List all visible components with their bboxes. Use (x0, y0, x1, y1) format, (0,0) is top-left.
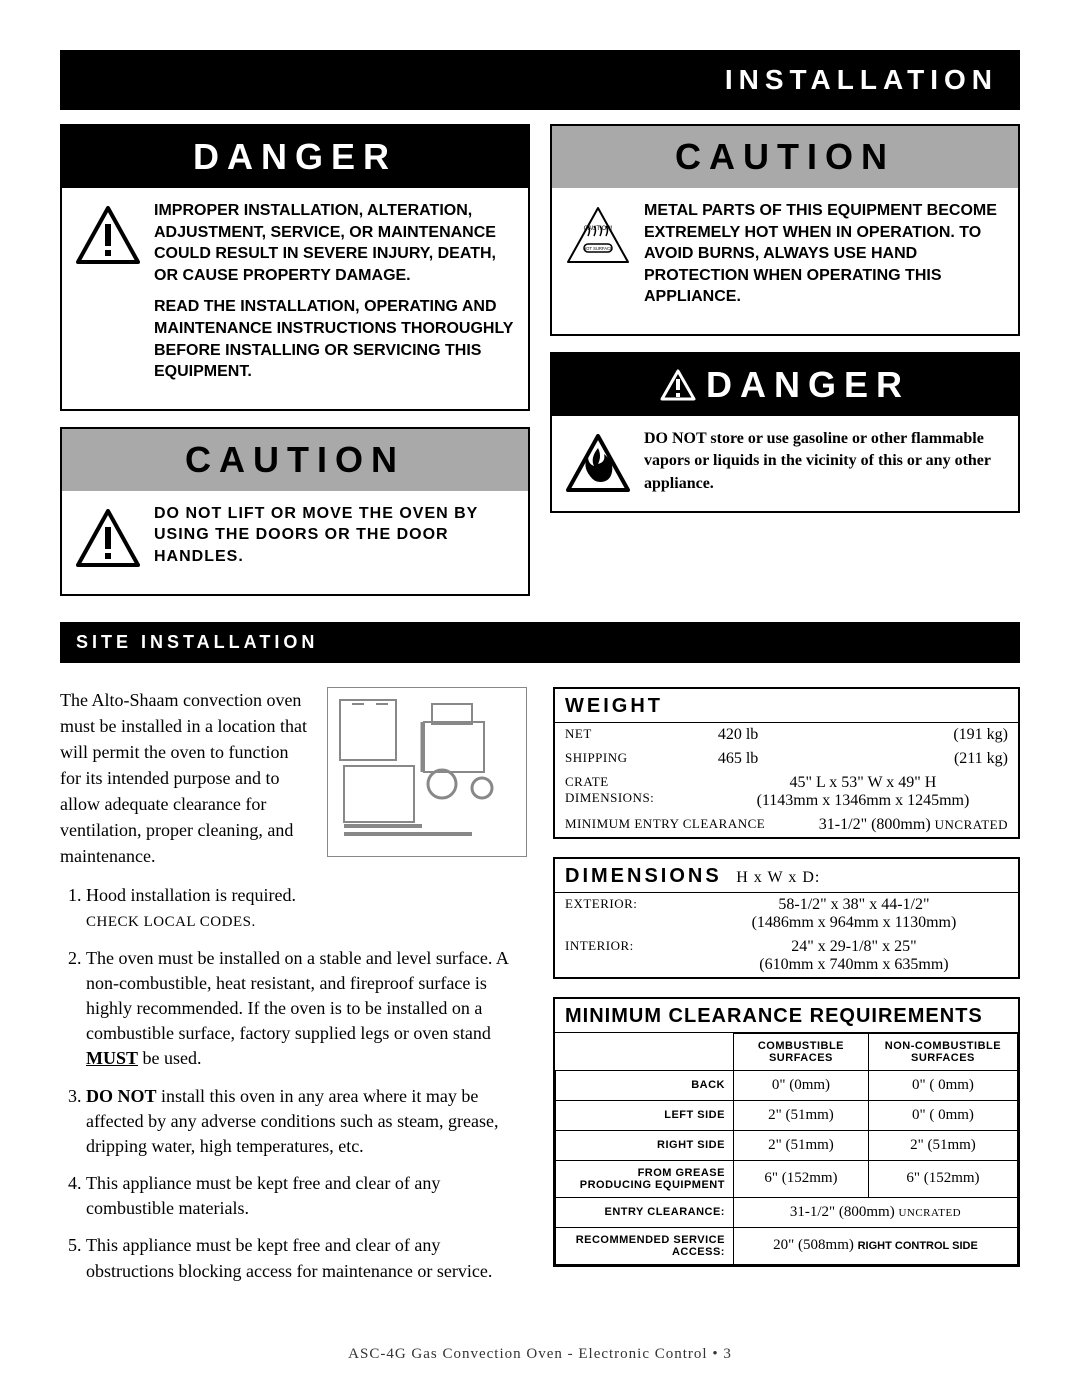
weight-crate-label2: DIMENSIONS: (565, 790, 654, 805)
install-item-2: The oven must be installed on a stable a… (86, 946, 527, 1072)
caution-1-text: DO NOT LIFT OR MOVE THE OVEN BY USING TH… (154, 503, 514, 578)
page-footer: ASC-4G Gas Convection Oven - Electronic … (60, 1346, 1020, 1363)
install-item-4: This appliance must be kept free and cle… (86, 1171, 527, 1221)
caution-box-2: CAUTION CAUTION! HOT SURFACE METAL PARTS… (550, 124, 1020, 336)
danger-2-text: DO NOT store or use gasoline or other fl… (644, 428, 1004, 495)
hot-surface-icon: CAUTION! HOT SURFACE (566, 200, 630, 264)
install-item-2-a: The oven must be installed on a stable a… (86, 948, 508, 1044)
caution-2-text: METAL PARTS OF THIS EQUIPMENT BECOME EXT… (644, 200, 1004, 318)
cl-grease-c: 6" (152mm) (733, 1160, 868, 1197)
danger-2-title-text: DANGER (706, 364, 910, 406)
warnings-row: DANGER IMPROPER INSTALLATION, ALTERATION… (60, 124, 1020, 612)
cl-back-n: 0" ( 0mm) (868, 1070, 1017, 1100)
flame-icon (566, 428, 630, 492)
weight-crate-label1: CRATE (565, 774, 609, 789)
dimensions-box: DIMENSIONS H x W x D: EXTERIOR: 58-1/2" … (553, 857, 1020, 979)
cl-service-label: RECOMMENDED SERVICE ACCESS: (556, 1227, 734, 1264)
install-item-2-c: be used. (138, 1048, 201, 1068)
cl-entry-label: ENTRY CLEARANCE: (556, 1197, 734, 1227)
clearance-box: MINIMUM CLEARANCE REQUIREMENTS COMBUSTIB… (553, 997, 1020, 1267)
cl-back-label: BACK (556, 1070, 734, 1100)
warning-triangle-small-icon (660, 369, 696, 401)
clearance-table: COMBUSTIBLE SURFACES NON-COMBUSTIBLE SUR… (555, 1033, 1018, 1265)
site-row: The Alto-Shaam convection oven must be i… (60, 687, 1020, 1296)
danger-1-p2: READ THE INSTALLATION, OPERATING AND MAI… (154, 296, 514, 382)
dim-ext-in: 58-1/2" x 38" x 44-1/2" (778, 896, 929, 913)
caution-1-p1: DO NOT LIFT OR MOVE THE OVEN BY USING TH… (154, 503, 514, 568)
dimensions-sub: H x W x D: (736, 869, 820, 886)
svg-text:HOT SURFACE: HOT SURFACE (583, 246, 613, 251)
weight-crate-in: 45" L x 53" W x 49" H (790, 774, 937, 791)
weight-title: WEIGHT (555, 689, 1018, 723)
weight-table: NET 420 lb (191 kg) SHIPPING 465 lb (211… (555, 723, 1018, 837)
cl-grease-label: FROM GREASE PRODUCING EQUIPMENT (556, 1160, 734, 1197)
weight-box: WEIGHT NET 420 lb (191 kg) SHIPPING 465 … (553, 687, 1020, 839)
cl-left-c: 2" (51mm) (733, 1100, 868, 1130)
dim-ext-mm: (1486mm x 964mm x 1130mm) (752, 914, 957, 931)
danger-box-2: DANGER DO NOT store or use gasoline or o… (550, 352, 1020, 513)
dim-int-label: INTERIOR: (555, 935, 690, 977)
weight-net-label: NET (555, 723, 708, 747)
site-installation-bar: SITE INSTALLATION (60, 622, 1020, 663)
weight-ship-label: SHIPPING (555, 747, 708, 771)
cl-left-n: 0" ( 0mm) (868, 1100, 1017, 1130)
install-item-1-text: Hood installation is required. (86, 885, 296, 905)
caution-2-p1: METAL PARTS OF THIS EQUIPMENT BECOME EXT… (644, 200, 1004, 308)
cl-service-val: 20" (508mm) (773, 1237, 854, 1253)
dimensions-title: DIMENSIONS H x W x D: (555, 859, 1018, 893)
weight-entry-note: UNCRATED (935, 817, 1008, 832)
weight-entry-val: 31-1/2" (800mm) (819, 816, 931, 833)
clearance-col2: NON-COMBUSTIBLE SURFACES (868, 1033, 1017, 1070)
cl-entry-val: 31-1/2" (800mm) (790, 1204, 895, 1220)
danger-2-p1: DO NOT store or use gasoline or other fl… (644, 428, 1004, 495)
dimensions-table: EXTERIOR: 58-1/2" x 38" x 44-1/2" (1486m… (555, 893, 1018, 977)
install-item-1-note: CHECK LOCAL CODES. (86, 914, 256, 930)
install-item-3: DO NOT install this oven in any area whe… (86, 1084, 527, 1160)
danger-1-p1: IMPROPER INSTALLATION, ALTERATION, ADJUS… (154, 200, 514, 286)
forklift-illustration (327, 687, 527, 857)
weight-entry-label: MINIMUM ENTRY CLEARANCE (555, 813, 792, 837)
cl-grease-n: 6" (152mm) (868, 1160, 1017, 1197)
dim-ext-label: EXTERIOR: (555, 893, 690, 935)
danger-box-1: DANGER IMPROPER INSTALLATION, ALTERATION… (60, 124, 530, 411)
dim-int-in: 24" x 29-1/8" x 25" (791, 938, 916, 955)
danger-1-text: IMPROPER INSTALLATION, ALTERATION, ADJUS… (154, 200, 514, 393)
install-list: Hood installation is required. CHECK LOC… (60, 883, 527, 1284)
caution-header-1: CAUTION (62, 429, 528, 491)
cl-right-c: 2" (51mm) (733, 1130, 868, 1160)
weight-ship-kg: (211 kg) (792, 747, 1018, 771)
clearance-title: MINIMUM CLEARANCE REQUIREMENTS (555, 999, 1018, 1033)
cl-entry-note: UNCRATED (898, 1207, 961, 1219)
weight-net-kg: (191 kg) (792, 723, 1018, 747)
cl-left-label: LEFT SIDE (556, 1100, 734, 1130)
dimensions-title-text: DIMENSIONS (565, 865, 722, 887)
installation-banner: INSTALLATION (60, 50, 1020, 110)
install-item-5: This appliance must be kept free and cle… (86, 1233, 527, 1283)
caution-box-1: CAUTION DO NOT LIFT OR MOVE THE OVEN BY … (60, 427, 530, 596)
danger-header-2: DANGER (552, 354, 1018, 416)
caution-header-2: CAUTION (552, 126, 1018, 188)
cl-right-n: 2" (51mm) (868, 1130, 1017, 1160)
clearance-col1: COMBUSTIBLE SURFACES (733, 1033, 868, 1070)
dim-int-mm: (610mm x 740mm x 635mm) (759, 956, 948, 973)
cl-service-note: RIGHT CONTROL SIDE (858, 1240, 978, 1252)
warning-triangle-icon (76, 503, 140, 567)
weight-crate-mm: (1143mm x 1346mm x 1245mm) (757, 792, 970, 809)
install-item-1: Hood installation is required. CHECK LOC… (86, 883, 527, 933)
weight-ship-lb: 465 lb (708, 747, 793, 771)
weight-net-lb: 420 lb (708, 723, 793, 747)
warning-triangle-icon (76, 200, 140, 264)
install-item-3-a: DO NOT (86, 1086, 157, 1106)
cl-right-label: RIGHT SIDE (556, 1130, 734, 1160)
site-intro-text: The Alto-Shaam convection oven must be i… (60, 687, 311, 870)
install-item-2-b: MUST (86, 1048, 138, 1068)
danger-header-1: DANGER (62, 126, 528, 188)
cl-back-c: 0" (0mm) (733, 1070, 868, 1100)
